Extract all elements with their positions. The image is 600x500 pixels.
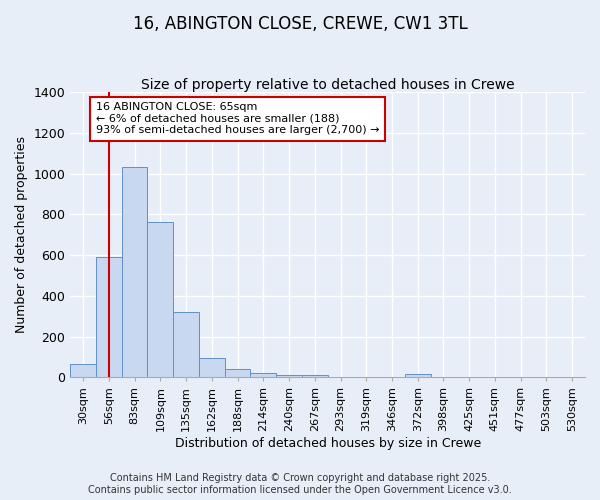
X-axis label: Distribution of detached houses by size in Crewe: Distribution of detached houses by size … — [175, 437, 481, 450]
Bar — [302, 376, 328, 378]
Bar — [96, 257, 122, 378]
Bar — [405, 374, 431, 378]
Y-axis label: Number of detached properties: Number of detached properties — [15, 136, 28, 333]
Title: Size of property relative to detached houses in Crewe: Size of property relative to detached ho… — [141, 78, 514, 92]
Text: 16, ABINGTON CLOSE, CREWE, CW1 3TL: 16, ABINGTON CLOSE, CREWE, CW1 3TL — [133, 15, 467, 33]
Bar — [250, 373, 276, 378]
Text: 16 ABINGTON CLOSE: 65sqm
← 6% of detached houses are smaller (188)
93% of semi-d: 16 ABINGTON CLOSE: 65sqm ← 6% of detache… — [96, 102, 380, 136]
Bar — [199, 358, 225, 378]
Bar — [148, 222, 173, 378]
Bar — [276, 376, 302, 378]
Bar — [173, 312, 199, 378]
Bar — [122, 168, 148, 378]
Bar — [225, 369, 250, 378]
Text: Contains HM Land Registry data © Crown copyright and database right 2025.
Contai: Contains HM Land Registry data © Crown c… — [88, 474, 512, 495]
Bar — [70, 364, 96, 378]
